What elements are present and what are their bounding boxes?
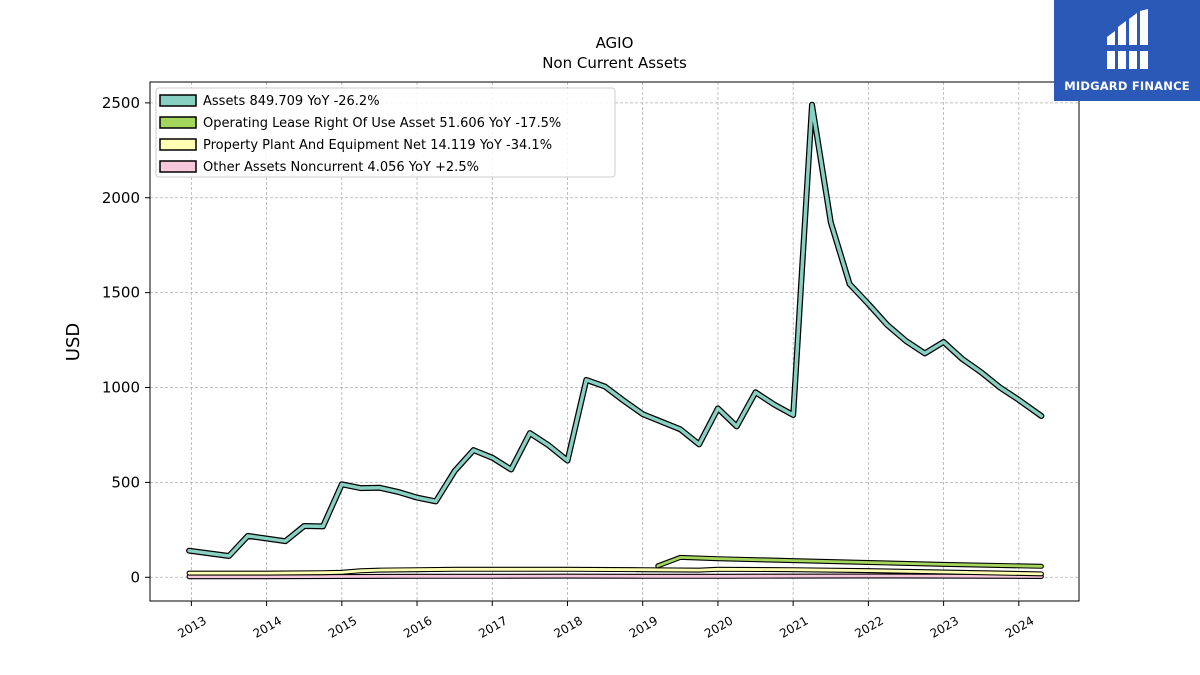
x-tick-label: 2023 (928, 613, 961, 640)
legend-item: Operating Lease Right Of Use Asset 51.60… (159, 116, 561, 131)
logo: MIDGARD FINANCE (1054, 0, 1200, 101)
y-axis-label: USD (63, 323, 84, 361)
legend-label: Other Assets Noncurrent 4.056 YoY +2.5% (203, 160, 479, 175)
legend-label: Operating Lease Right Of Use Asset 51.60… (203, 116, 561, 131)
series-line (187, 574, 1043, 579)
y-tick-label: 0 (130, 568, 140, 586)
x-tick-label: 2016 (401, 613, 434, 640)
x-tick-label: 2013 (175, 613, 208, 640)
midgard-logo-icon (1103, 9, 1151, 75)
legend-swatch (159, 138, 197, 151)
y-tick-label: 2500 (102, 94, 140, 112)
x-tick-label: 2018 (552, 613, 585, 640)
legend-frame (155, 87, 616, 178)
legend-swatch (159, 160, 197, 173)
legend-item: Property Plant And Equipment Net 14.119 … (159, 138, 552, 153)
series-property-plant-and-equipment-net (186, 566, 1044, 577)
series-other-assets-noncurrent (186, 573, 1044, 580)
plot-frame (149, 81, 1080, 602)
legend-label: Property Plant And Equipment Net 14.119 … (203, 138, 552, 153)
legend-label: Assets 849.709 YoY -26.2% (203, 94, 380, 109)
x-tick-label: 2017 (476, 613, 509, 640)
x-tick-label: 2024 (1003, 613, 1036, 640)
x-tick-label: 2021 (777, 613, 810, 640)
y-tick-label: 1000 (102, 379, 140, 397)
series-layer (186, 101, 1045, 580)
x-tick-label: 2014 (251, 613, 284, 640)
legend-swatch (159, 116, 197, 129)
x-tick-label: 2015 (326, 613, 359, 640)
x-tick-label: 2019 (627, 613, 660, 640)
series-line (656, 556, 1043, 568)
series-assets (186, 101, 1045, 559)
legend-item: Other Assets Noncurrent 4.056 YoY +2.5% (159, 160, 479, 175)
series-operating-lease-right-of-use-asset (655, 554, 1044, 569)
logo-text: MIDGARD FINANCE (1064, 79, 1190, 93)
y-tick-label: 2000 (102, 189, 140, 207)
y-tick-label: 1500 (102, 284, 140, 302)
series-line (187, 103, 1044, 558)
legend-swatch (159, 94, 197, 107)
x-tick-label: 2020 (702, 613, 735, 640)
y-tick-label: 500 (111, 473, 140, 491)
legend: Assets 849.709 YoY -26.2% Operating Lease… (155, 87, 616, 178)
chart-subtitle: Non Current Assets (542, 54, 687, 72)
x-tick-label: 2022 (852, 613, 885, 640)
chart-title: AGIO (596, 34, 634, 52)
series-line (187, 567, 1043, 576)
legend-item: Assets 849.709 YoY -26.2% (159, 94, 380, 109)
